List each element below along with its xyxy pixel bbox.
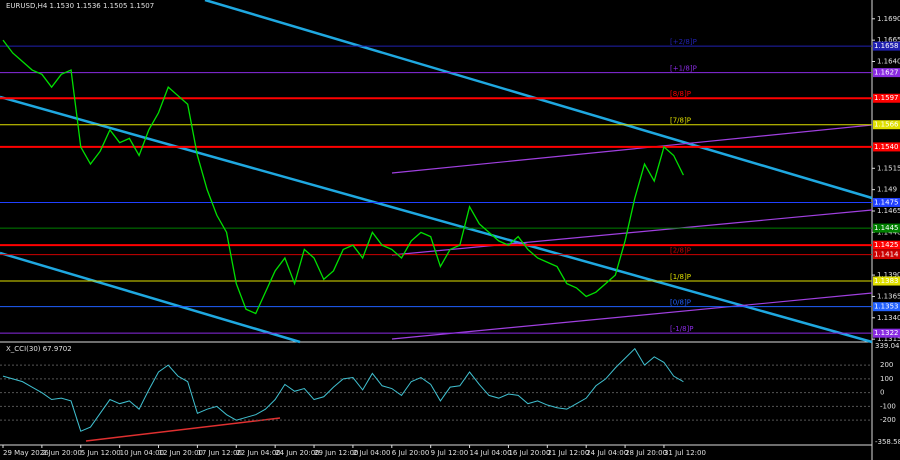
y-tick-label: 1.1515: [877, 164, 900, 172]
level-name: [+2/8]P: [670, 38, 697, 46]
x-tick-label: 5 Jun 12:00: [81, 449, 121, 457]
x-tick-label: 29 May 2026: [3, 449, 49, 457]
channel-line: [391, 292, 873, 340]
level-axis-label: 1.1425: [874, 241, 899, 249]
x-tick-label: 2 Jul 04:00: [353, 449, 391, 457]
cci-limit-label: 339.0424: [875, 342, 900, 350]
cci-trend-line: [85, 417, 281, 442]
channel-line: [391, 124, 873, 174]
cci-tick-label: -100: [880, 402, 896, 410]
level-axis-box: [873, 240, 900, 250]
cci-limit-label: -358.5852: [875, 438, 900, 446]
y-tick-label: 1.149: [877, 186, 897, 194]
level-name: [0/8]P: [670, 299, 691, 307]
cci-tick-label: 100: [880, 375, 893, 383]
y-tick-label: 1.1315: [877, 335, 900, 343]
x-tick-label: 6 Jul 20:00: [392, 449, 430, 457]
level-axis-box: [873, 276, 900, 286]
level-axis-label: 1.1597: [874, 94, 899, 102]
level-axis-label: 1.1445: [874, 224, 899, 232]
channel-line: [391, 209, 873, 256]
y-tick-label: 1.1465: [877, 207, 900, 215]
cci-tick-label: 200: [880, 361, 893, 369]
level-axis-box: [873, 328, 900, 338]
price-line: [2, 39, 684, 315]
x-tick-label: 2 Jun 20:00: [42, 449, 82, 457]
y-tick-label: 1.1390: [877, 271, 900, 279]
x-tick-label: 12 Jun 20:00: [159, 449, 203, 457]
level-axis-label: 1.1353: [874, 303, 899, 311]
level-name: [2/8]P: [670, 247, 691, 255]
x-tick-label: 31 Jul 12:00: [664, 449, 706, 457]
cci-tick-label: 0: [880, 389, 884, 397]
y-tick-label: 1.1365: [877, 292, 900, 300]
y-tick-label: 1.1665: [877, 36, 900, 44]
x-tick-label: 14 Jul 04:00: [470, 449, 512, 457]
x-tick-label: 29 Jun 12:00: [314, 449, 358, 457]
level-axis-label: 1.1383: [874, 277, 899, 285]
x-tick-label: 21 Jul 12:00: [547, 449, 589, 457]
indicator-title: X_CCI(30) 67.9702: [6, 345, 72, 353]
y-tick-label: 1.1340: [877, 314, 900, 322]
level-name: [7/8]P: [670, 117, 691, 125]
chart-header: EURUSD,H4 1.1530 1.1536 1.1505 1.1507: [6, 2, 154, 10]
x-tick-label: 24 Jul 04:00: [586, 449, 628, 457]
level-axis-label: 1.1540: [874, 143, 899, 151]
level-axis-label: 1.1414: [874, 251, 899, 259]
x-tick-label: 16 Jul 20:00: [508, 449, 550, 457]
x-tick-label: 22 Jun 04:00: [236, 449, 280, 457]
level-axis-box: [873, 142, 900, 152]
level-axis-box: [873, 302, 900, 312]
level-axis-label: 1.1627: [874, 69, 899, 77]
level-name: [+1/8]P: [670, 65, 697, 73]
level-axis-box: [873, 93, 900, 103]
x-tick-label: 17 Jun 12:00: [197, 449, 241, 457]
y-tick-label: 1.1640: [877, 58, 900, 66]
level-axis-box: [873, 68, 900, 78]
level-axis-label: 1.1658: [874, 42, 899, 50]
cci-line: [2, 347, 684, 432]
level-name: [-1/8]P: [670, 325, 693, 333]
x-tick-label: 9 Jul 12:00: [431, 449, 469, 457]
x-tick-label: 28 Jul 20:00: [625, 449, 667, 457]
trend-line: [0, 251, 301, 344]
y-tick-label: 1.1690: [877, 15, 900, 23]
level-name: [1/8]P: [670, 273, 691, 281]
x-tick-label: 24 Jun 20:00: [275, 449, 319, 457]
cci-tick-label: -200: [880, 416, 896, 424]
level-axis-box: [873, 41, 900, 51]
level-axis-box: [873, 120, 900, 130]
level-axis-box: [873, 197, 900, 207]
level-name: [8/8]P: [670, 90, 691, 98]
level-axis-label: 1.1475: [874, 198, 899, 206]
level-axis-label: 1.1566: [874, 121, 899, 129]
level-axis-box: [873, 250, 900, 260]
x-tick-label: 10 Jun 04:00: [120, 449, 164, 457]
level-axis-label: 1.1322: [874, 329, 899, 337]
level-axis-box: [873, 223, 900, 233]
